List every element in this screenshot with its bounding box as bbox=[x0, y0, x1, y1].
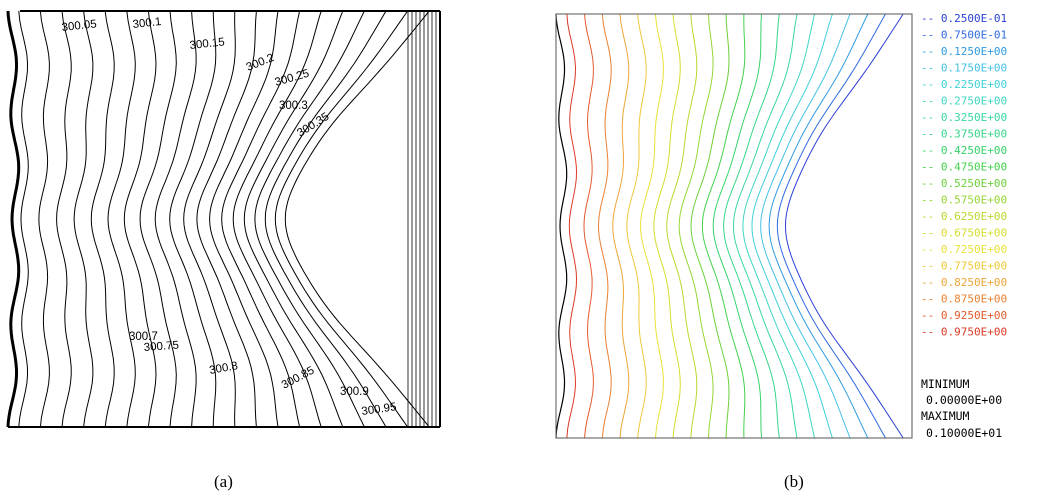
isotherm-line bbox=[107, 10, 136, 428]
contour-line bbox=[612, 13, 630, 439]
isotherm-line bbox=[38, 10, 50, 428]
legend-entry: -- 0.9750E+00 bbox=[921, 326, 1007, 339]
contour-label-300-85: 300.85 bbox=[280, 365, 317, 392]
isotherm-line bbox=[209, 10, 279, 428]
contour-label-300-75: 300.75 bbox=[143, 340, 179, 354]
minimum-label: MINIMUM bbox=[921, 377, 970, 391]
isotherm-line bbox=[221, 10, 301, 428]
contour-label-300-1: 300.1 bbox=[132, 16, 162, 31]
contour-line bbox=[768, 13, 869, 439]
contour-line bbox=[666, 13, 698, 439]
maximum-label: MAXIMUM bbox=[921, 409, 970, 423]
isotherm-line bbox=[232, 10, 322, 428]
contour-line bbox=[597, 13, 612, 439]
panel-a-wavy-left-wall bbox=[6, 10, 21, 428]
contour-line bbox=[760, 13, 851, 439]
contour-line bbox=[776, 13, 886, 439]
contour-line bbox=[639, 13, 664, 439]
legend-entry: -- 0.3250E+00 bbox=[921, 111, 1007, 124]
isotherm-line bbox=[154, 10, 197, 428]
panel-b-frame bbox=[555, 13, 913, 439]
legend-entry: -- 0.2500E-01 bbox=[921, 12, 1007, 25]
contour-label-300-25: 300.25 bbox=[274, 68, 311, 89]
legend-entry: -- 0.7500E-01 bbox=[921, 29, 1007, 42]
minimum-value: 0.00000E+00 bbox=[926, 393, 1002, 407]
legend-entry: -- 0.6250E+00 bbox=[921, 210, 1007, 223]
legend-entry: -- 0.4250E+00 bbox=[921, 144, 1007, 157]
contour-label-300-8: 300.8 bbox=[208, 360, 238, 377]
contour-label-300-2: 300.2 bbox=[245, 52, 276, 74]
contour-line bbox=[566, 13, 578, 439]
legend-entry: -- 0.1750E+00 bbox=[921, 62, 1007, 75]
legend-entry: -- 0.8250E+00 bbox=[921, 276, 1007, 289]
legend-entry: -- 0.2250E+00 bbox=[921, 78, 1007, 91]
isotherm-line bbox=[123, 10, 157, 428]
legend-entry: -- 0.4750E+00 bbox=[921, 161, 1007, 174]
legend-entry: -- 0.7750E+00 bbox=[921, 260, 1007, 273]
contour-label-300-15: 300.15 bbox=[189, 36, 225, 52]
isotherm-line bbox=[56, 10, 72, 428]
contour-line bbox=[678, 13, 714, 439]
isotherm-line bbox=[274, 10, 409, 428]
contour-label-300-95: 300.95 bbox=[361, 401, 398, 418]
panel-b-wavy-left-wall bbox=[555, 13, 568, 439]
contour-line bbox=[690, 13, 730, 439]
legend-entry: -- 0.7250E+00 bbox=[921, 243, 1007, 256]
isotherm-line bbox=[243, 10, 344, 428]
isotherm-line bbox=[183, 10, 236, 428]
legend-entry: -- 0.5750E+00 bbox=[921, 194, 1007, 207]
isotherm-line bbox=[169, 10, 217, 428]
contour-line bbox=[712, 13, 762, 439]
contour-label-300-3: 300.3 bbox=[279, 100, 308, 112]
contour-line bbox=[626, 13, 647, 439]
legend-entry: -- 0.8750E+00 bbox=[921, 293, 1007, 306]
contour-line bbox=[732, 13, 798, 439]
isotherm-line bbox=[139, 10, 177, 428]
isotherm-line bbox=[18, 10, 29, 428]
caption-b: (b) bbox=[784, 472, 804, 491]
isotherm-line bbox=[284, 10, 430, 428]
isotherm-line bbox=[196, 10, 257, 428]
isotherm-line bbox=[254, 10, 365, 428]
isotherm-line bbox=[264, 10, 387, 428]
contour-label-300-9: 300.9 bbox=[340, 386, 369, 398]
contour-line bbox=[784, 13, 904, 439]
legend-entry: -- 0.3750E+00 bbox=[921, 128, 1007, 141]
legend-entry: -- 0.5250E+00 bbox=[921, 177, 1007, 190]
panel-b-contour-plot: -- 0.2500E-01 -- 0.7500E-01 -- 0.1250E+00 -… bbox=[555, 12, 1007, 491]
legend-entry: -- 0.1250E+00 bbox=[921, 45, 1007, 58]
panel-a-isotherm-lines bbox=[18, 10, 437, 428]
contour-line bbox=[583, 13, 594, 439]
contour-line bbox=[751, 13, 833, 439]
panel-b-legend: -- 0.2500E-01 -- 0.7500E-01 -- 0.1250E+00 -… bbox=[921, 12, 1007, 339]
contour-line bbox=[723, 13, 780, 439]
caption-a: (a) bbox=[214, 472, 233, 491]
maximum-value: 0.10000E+01 bbox=[926, 426, 1002, 440]
contour-line bbox=[701, 13, 746, 439]
legend-entry: -- 0.6750E+00 bbox=[921, 227, 1007, 240]
isotherm-line bbox=[90, 10, 115, 428]
contour-label-300-05: 300.05 bbox=[61, 18, 97, 34]
legend-entry: -- 0.2750E+00 bbox=[921, 95, 1007, 108]
contour-label-300-7: 300.7 bbox=[129, 331, 158, 343]
legend-entry: -- 0.9250E+00 bbox=[921, 309, 1007, 322]
contour-line bbox=[742, 13, 816, 439]
panel-a-contour-plot: 300.05 300.1 300.15 300.2 300.25 300.3 3… bbox=[6, 10, 441, 491]
panel-b-colored-contour-lines bbox=[566, 13, 904, 439]
contour-line bbox=[653, 13, 681, 439]
isotherm-line bbox=[73, 10, 94, 428]
